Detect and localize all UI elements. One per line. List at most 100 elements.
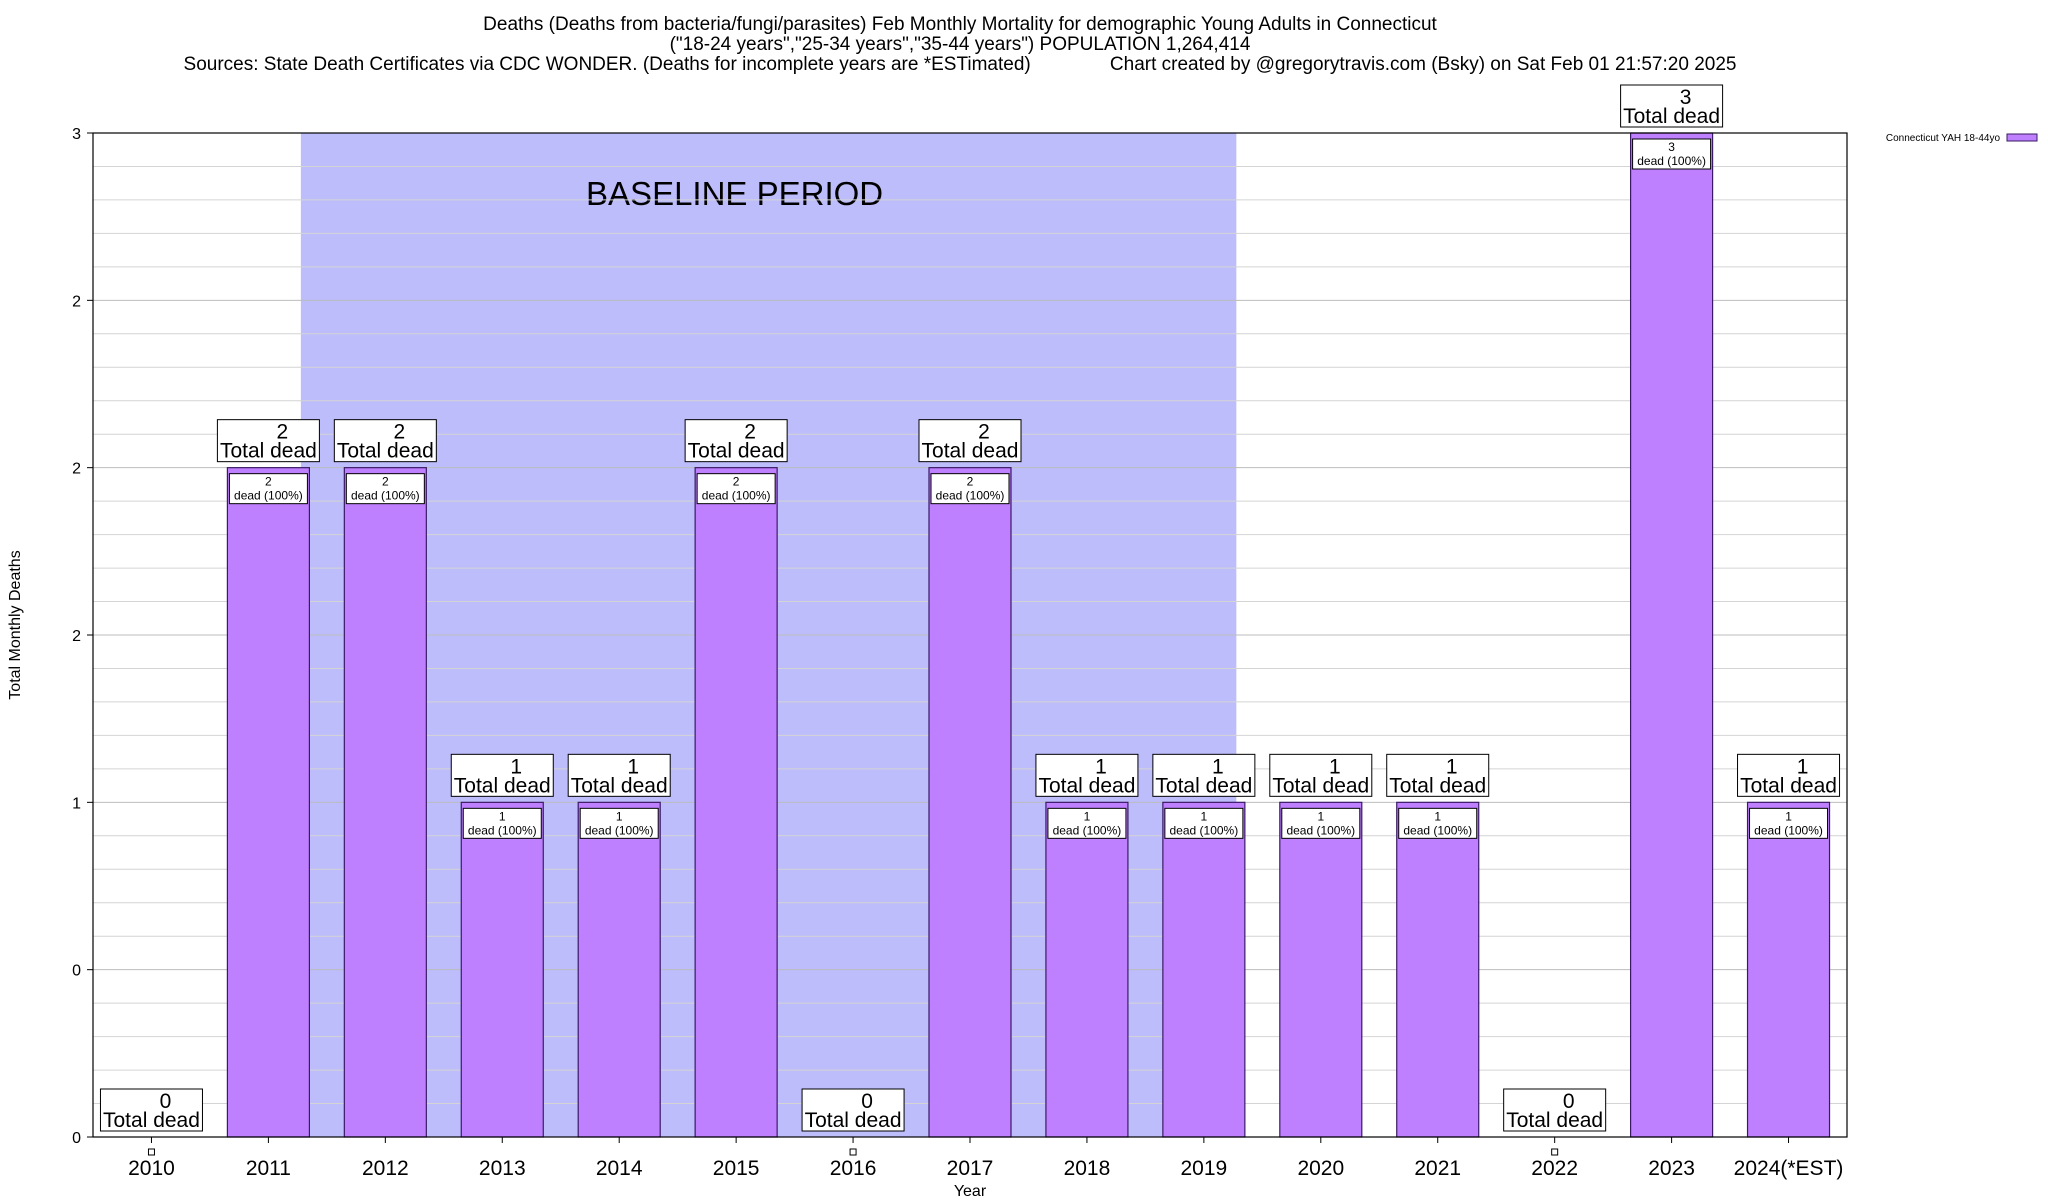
total-label-text: Total dead	[922, 440, 1019, 463]
inner-label-box	[930, 473, 1010, 505]
bar	[460, 801, 544, 1138]
inner-label-text: dead (100%)	[702, 489, 771, 503]
chart-title-line-2: ("18-24 years","25-34 years","35-44 year…	[670, 34, 1251, 55]
inner-label-count: 2	[733, 475, 740, 489]
x-tick-label: 2012	[362, 1157, 409, 1180]
x-tick-label: 2021	[1414, 1157, 1461, 1180]
x-tick-label: 2013	[479, 1157, 526, 1180]
inner-label-box	[228, 473, 308, 505]
chart-title-line-1: Deaths (Deaths from bacteria/fungi/paras…	[483, 14, 1437, 35]
total-label-text: Total dead	[454, 774, 551, 797]
total-label-text: Total dead	[1506, 1109, 1603, 1132]
total-label-count: 2	[393, 421, 405, 444]
inner-label-count: 1	[499, 809, 506, 823]
inner-label-count: 1	[1434, 809, 1441, 823]
total-label-box	[99, 1088, 203, 1132]
y-tick-label: 0	[72, 963, 81, 980]
total-label-box	[1269, 753, 1373, 797]
bar	[928, 467, 1012, 1138]
total-label-text: Total dead	[1740, 774, 1837, 797]
total-label-text: Total dead	[1623, 105, 1720, 128]
y-tick-label: 2	[72, 628, 81, 645]
legend: Connecticut YAH 18-44yo	[1886, 133, 2038, 144]
x-tick-label: 2011	[246, 1157, 291, 1180]
inner-label-box	[1632, 138, 1712, 170]
zero-marker	[1551, 1148, 1559, 1156]
total-label-box	[216, 419, 320, 463]
chart-title: Deaths (Deaths from bacteria/fungi/paras…	[184, 14, 1737, 75]
bar	[1162, 801, 1246, 1138]
total-label-text: Total dead	[571, 774, 668, 797]
bar	[1746, 801, 1831, 1138]
legend-swatch	[2006, 133, 2038, 142]
x-tick-label: 2015	[713, 1157, 760, 1180]
total-label-count: 1	[1095, 755, 1107, 778]
total-label-text: Total dead	[1272, 774, 1369, 797]
y-axis-title: Total Monthly Deaths	[7, 550, 24, 699]
bar	[1045, 801, 1129, 1138]
total-label-text: Total dead	[1155, 774, 1252, 797]
inner-label-text: dead (100%)	[1053, 823, 1122, 837]
total-label-count: 2	[978, 421, 990, 444]
bar	[694, 467, 778, 1138]
bar	[1396, 801, 1480, 1138]
inner-label-box	[462, 807, 542, 839]
inner-label-count: 1	[616, 809, 623, 823]
zero-marker	[849, 1148, 857, 1156]
total-label-text: Total dead	[688, 440, 785, 463]
y-tick-label: 2	[72, 461, 81, 478]
total-label-text: Total dead	[103, 1109, 200, 1132]
inner-label-box	[1164, 807, 1244, 839]
inner-label-text: dead (100%)	[1754, 823, 1823, 837]
inner-label-text: dead (100%)	[1403, 823, 1472, 837]
y-tick-label: 2	[72, 293, 81, 310]
total-label-count: 1	[1212, 755, 1224, 778]
total-label-box	[1035, 753, 1139, 797]
bar	[1629, 132, 1714, 1138]
total-label-box	[1386, 753, 1490, 797]
inner-label-count: 2	[967, 475, 974, 489]
total-label-box	[450, 753, 554, 797]
total-label-box	[1737, 753, 1841, 797]
inner-label-box	[1749, 807, 1829, 839]
y-tick-label: 0	[72, 1130, 81, 1147]
total-label-box	[1620, 84, 1724, 128]
inner-label-text: dead (100%)	[1170, 823, 1239, 837]
inner-label-box	[1047, 807, 1127, 839]
total-label-count: 2	[277, 421, 289, 444]
x-tick-label: 2014	[596, 1157, 643, 1180]
inner-label-box	[696, 473, 776, 505]
total-label-box	[918, 419, 1022, 463]
inner-label-box	[579, 807, 659, 839]
total-label-count: 0	[861, 1090, 873, 1113]
inner-label-text: dead (100%)	[234, 489, 303, 503]
total-label-count: 1	[1329, 755, 1341, 778]
inner-label-box	[345, 473, 425, 505]
x-tick-label: 2010	[128, 1157, 175, 1180]
inner-label-text: dead (100%)	[1286, 823, 1355, 837]
y-tick-label: 1	[72, 795, 81, 812]
total-label-box	[684, 419, 788, 463]
y-tick-label: 3	[72, 126, 81, 143]
total-label-text: Total dead	[220, 440, 317, 463]
x-tick-label: 2019	[1181, 1157, 1228, 1180]
